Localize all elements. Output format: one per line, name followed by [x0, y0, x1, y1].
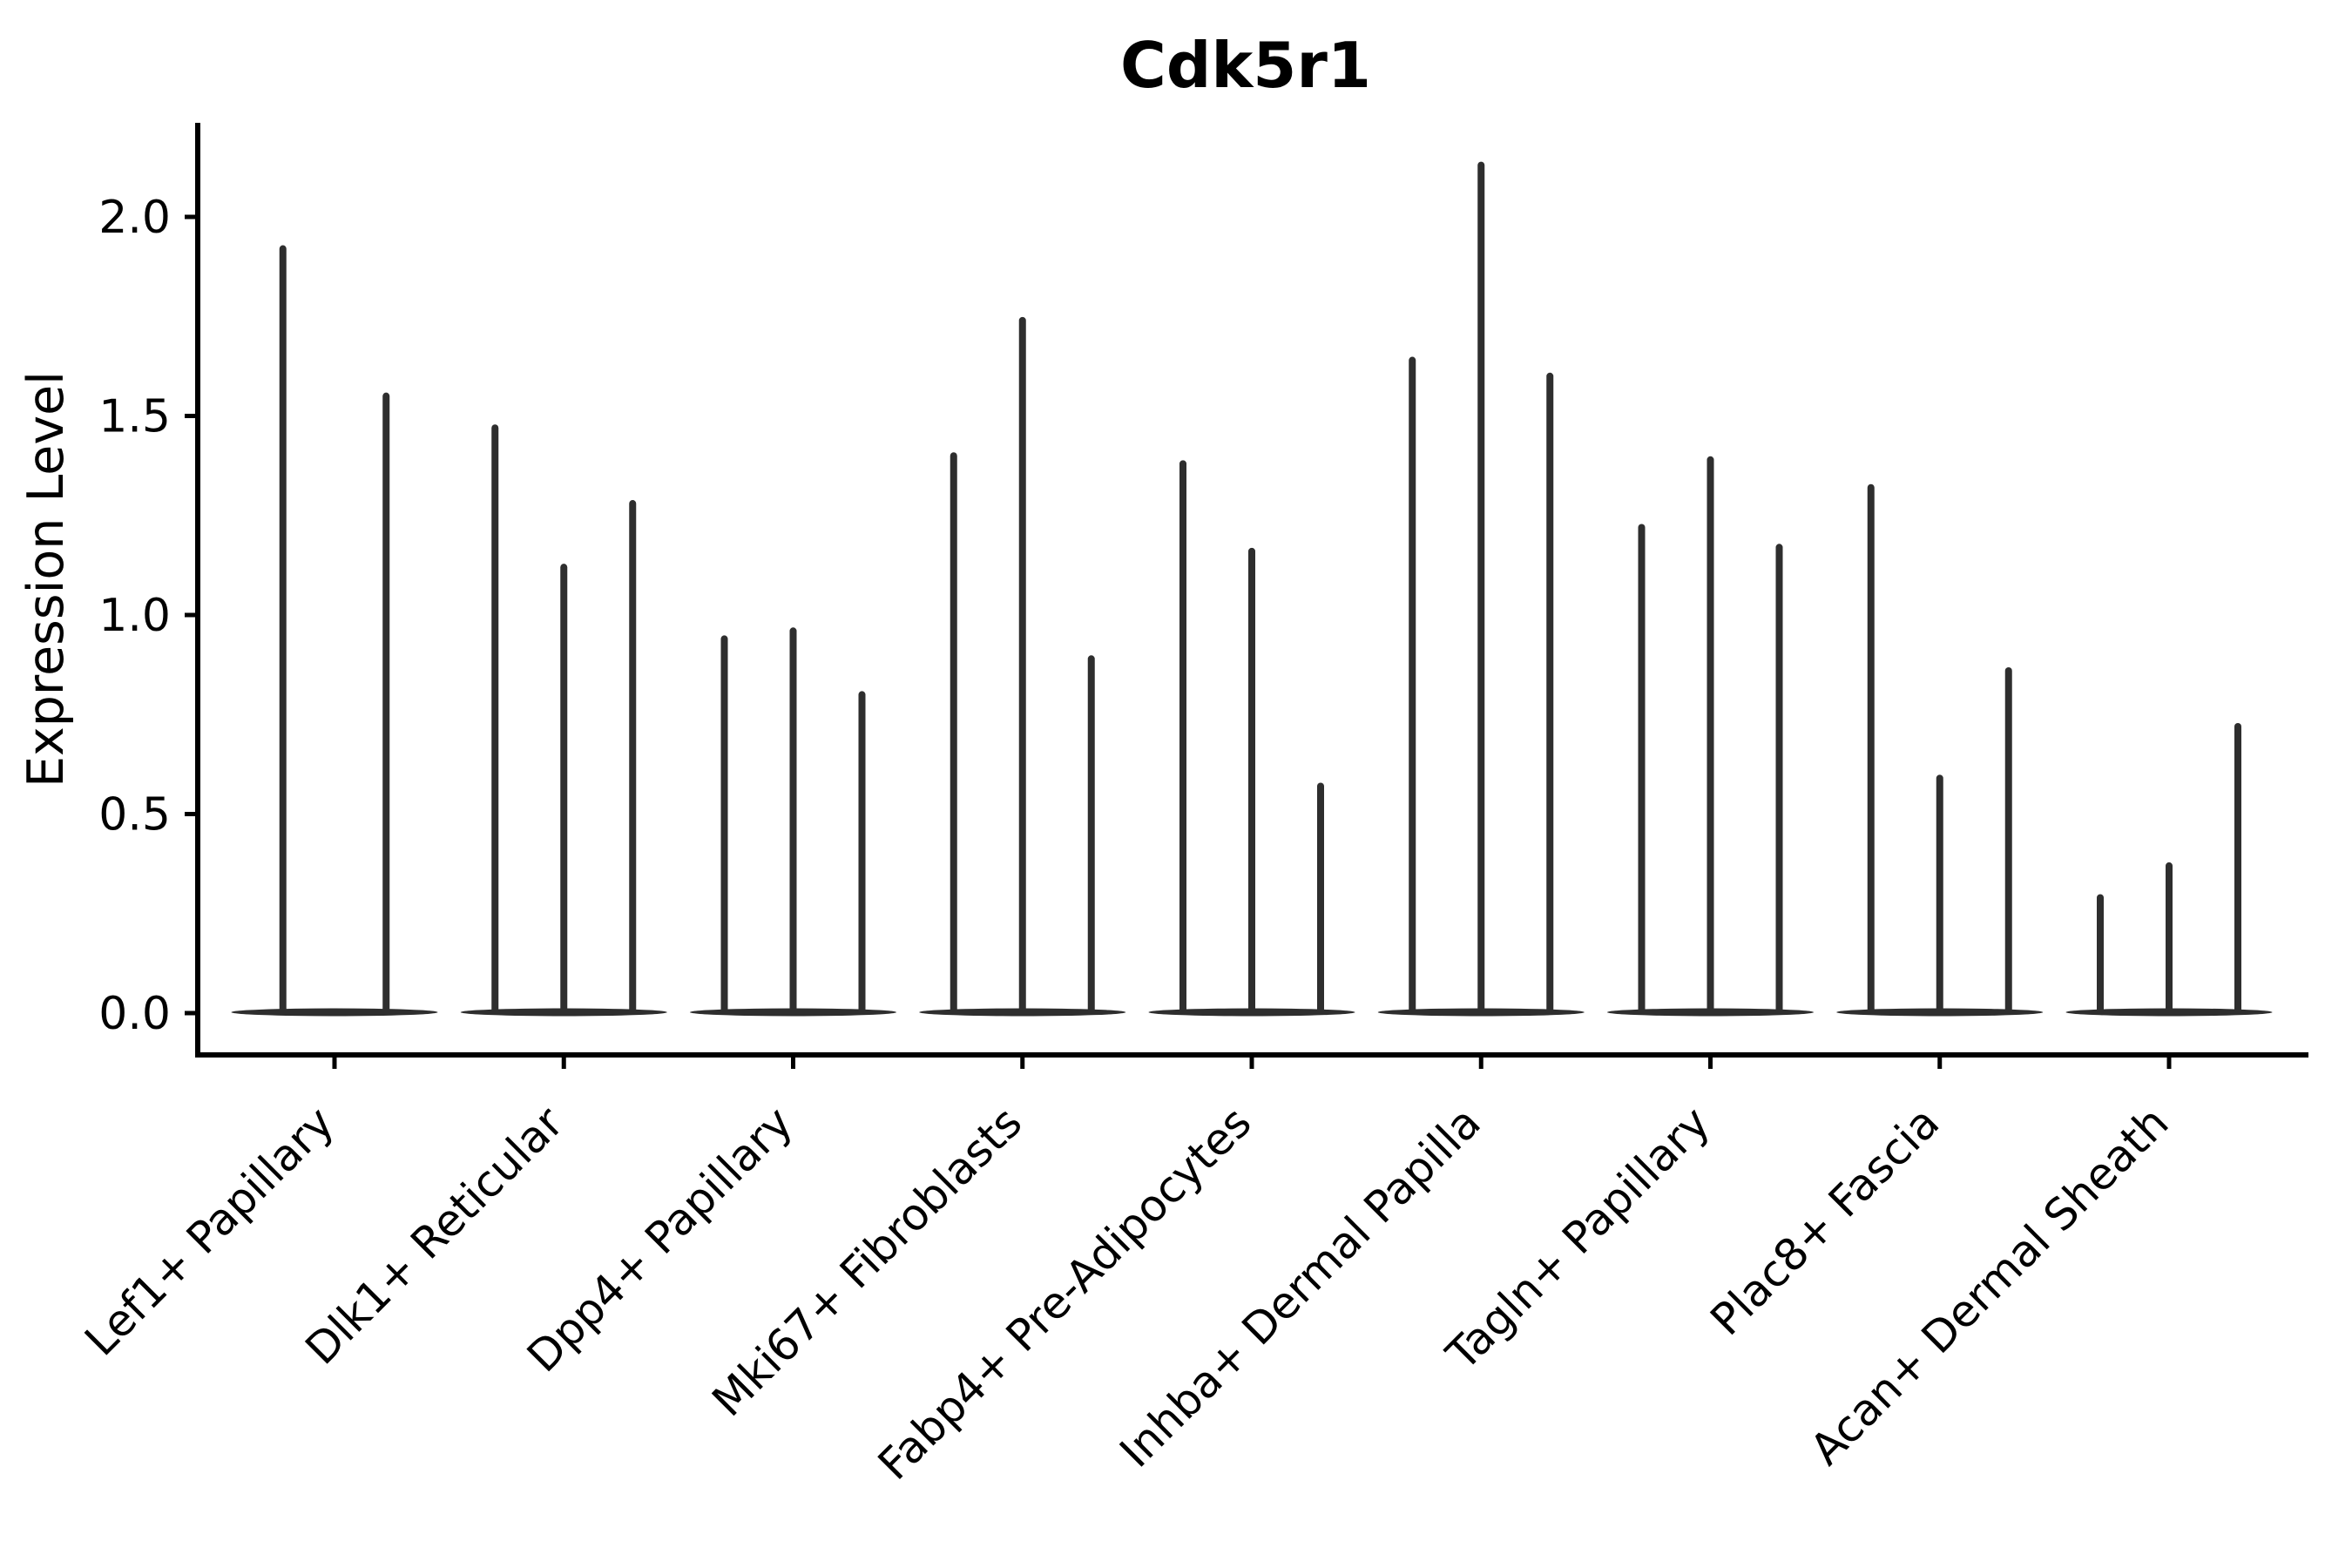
x-tick-label: Fabp4+ Pre-Adipocytes	[868, 1097, 1261, 1490]
violin-baseline	[231, 1008, 438, 1017]
y-tick-label: 2.0	[98, 192, 171, 244]
violins-layer	[231, 161, 2273, 1017]
y-tick-label: 0.0	[98, 988, 171, 1040]
y-tick-label: 0.5	[98, 789, 171, 841]
x-tick-label: Plac8+ Fascia	[1701, 1097, 1950, 1345]
x-axis-ticks	[332, 1055, 2172, 1069]
y-axis-label: Expression Level	[17, 371, 75, 787]
y-tick-label: 1.0	[98, 590, 171, 642]
x-tick-label: Lef1+ Papillary	[75, 1097, 343, 1365]
y-axis-ticks: 0.0 0.5 1.0 1.5 2.0	[98, 192, 198, 1040]
y-tick-label: 1.5	[98, 391, 171, 443]
chart-title: Cdk5r1	[1120, 29, 1371, 102]
